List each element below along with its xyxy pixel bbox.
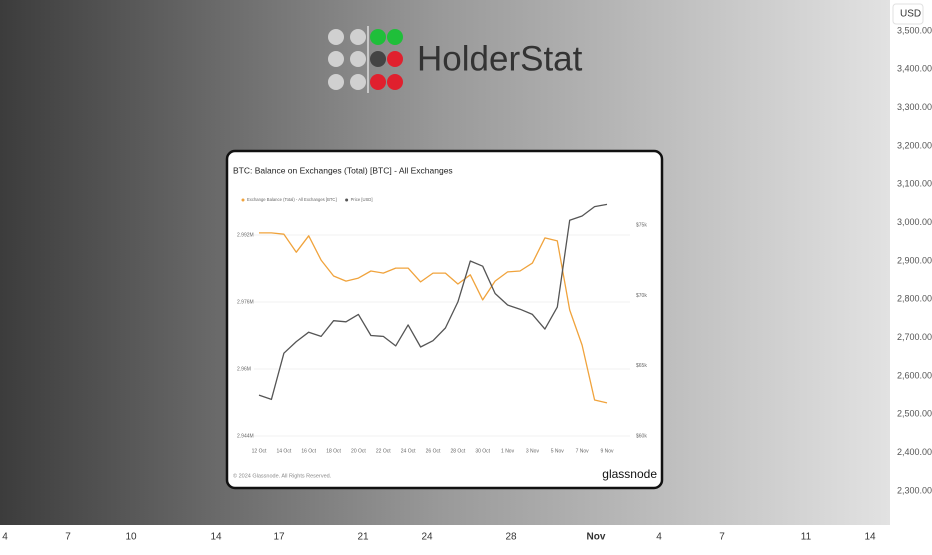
y-tick-label: 2.944M xyxy=(237,433,254,439)
y-tick-label: 2.96M xyxy=(237,366,251,372)
logo-dot xyxy=(350,74,366,90)
price-label: 3,400.00 xyxy=(897,64,932,74)
x-tick-label: 22 Oct xyxy=(376,448,391,454)
series-line xyxy=(259,232,608,404)
x-tick-label: 24 Oct xyxy=(401,448,416,454)
date-label: 4 xyxy=(2,532,8,543)
copyright: © 2024 Glassnode. All Rights Reserved. xyxy=(233,472,332,479)
inner-chart: 2.992M 2.976M 2.96M 2.944M $75k $70k $65k $60k 1… xyxy=(237,197,647,454)
x-tick-label: 1 Nov xyxy=(501,448,515,454)
logo-dot xyxy=(328,29,344,45)
date-label: 14 xyxy=(864,532,876,543)
date-label: 21 xyxy=(357,532,369,543)
legend-label: Price [USD] xyxy=(351,197,373,202)
price-axis-panel xyxy=(890,0,932,550)
legend-label: Exchange Balance (Total) - All Exchanges… xyxy=(247,197,337,202)
x-tick-label: 7 Nov xyxy=(576,448,590,454)
date-label: 24 xyxy=(421,532,433,543)
logo-dot xyxy=(387,74,403,90)
y-tick-label: 2.976M xyxy=(237,299,254,305)
y-tick-label: 2.992M xyxy=(237,232,254,238)
date-label: 11 xyxy=(801,532,812,543)
logo-dot xyxy=(350,29,366,45)
price-label: 2,700.00 xyxy=(897,332,932,342)
y2-tick-label: $70k xyxy=(636,293,647,299)
brand: glassnode xyxy=(602,467,657,481)
logo-dot xyxy=(328,51,344,67)
x-tick-label: 18 Oct xyxy=(326,448,341,454)
y2-tick-label: $75k xyxy=(636,223,647,229)
logo-dot xyxy=(328,74,344,90)
series-line xyxy=(258,203,608,401)
price-label: 2,800.00 xyxy=(897,294,932,304)
chart-title: BTC: Balance on Exchanges (Total) [BTC] … xyxy=(233,165,453,175)
x-tick-label: 30 Oct xyxy=(475,448,490,454)
logo-dot xyxy=(387,51,403,67)
price-label: 2,300.00 xyxy=(897,485,932,495)
y2-tick-label: $60k xyxy=(636,433,647,439)
logo-dot xyxy=(350,51,366,67)
currency: USD xyxy=(900,9,921,20)
x-tick-label: 20 Oct xyxy=(351,448,366,454)
date-label: Nov xyxy=(587,532,606,543)
date-label: 28 xyxy=(505,532,517,543)
y2-tick-label: $65k xyxy=(636,363,647,369)
date-label: 10 xyxy=(125,532,137,543)
x-tick-label: 26 Oct xyxy=(426,448,441,454)
x-tick-label: 16 Oct xyxy=(301,448,316,454)
price-label: 3,000.00 xyxy=(897,217,932,227)
logo: HolderStat xyxy=(328,26,583,93)
x-tick-label: 9 Nov xyxy=(600,448,614,454)
price-label: 2,500.00 xyxy=(897,409,932,419)
price-label: 2,900.00 xyxy=(897,255,932,265)
x-tick-label: 28 Oct xyxy=(450,448,465,454)
price-label: 3,300.00 xyxy=(897,102,932,112)
x-tick-label: 14 Oct xyxy=(276,448,291,454)
price-label: 2,600.00 xyxy=(897,370,932,380)
date-label: 17 xyxy=(273,532,285,543)
legend-marker xyxy=(345,198,349,202)
price-label: 3,100.00 xyxy=(897,179,932,189)
logo-dot xyxy=(370,51,386,67)
date-label: 7 xyxy=(719,532,725,543)
logo-dot xyxy=(370,74,386,90)
x-tick-label: 12 Oct xyxy=(252,448,267,454)
logo-text: HolderStat xyxy=(417,39,583,78)
logo-dot xyxy=(370,29,386,45)
price-label: 2,400.00 xyxy=(897,447,932,457)
legend-marker xyxy=(241,198,245,202)
date-label: 7 xyxy=(65,532,71,543)
price-label: 3,200.00 xyxy=(897,140,932,150)
logo-dot xyxy=(387,29,403,45)
date-label: 4 xyxy=(656,532,662,543)
x-tick-label: 5 Nov xyxy=(551,448,565,454)
date-axis-panel xyxy=(0,525,932,550)
x-tick-label: 3 Nov xyxy=(526,448,540,454)
currency-box[interactable] xyxy=(892,3,924,25)
price-label: 3,500.00 xyxy=(897,25,932,35)
date-label: 14 xyxy=(210,532,222,543)
